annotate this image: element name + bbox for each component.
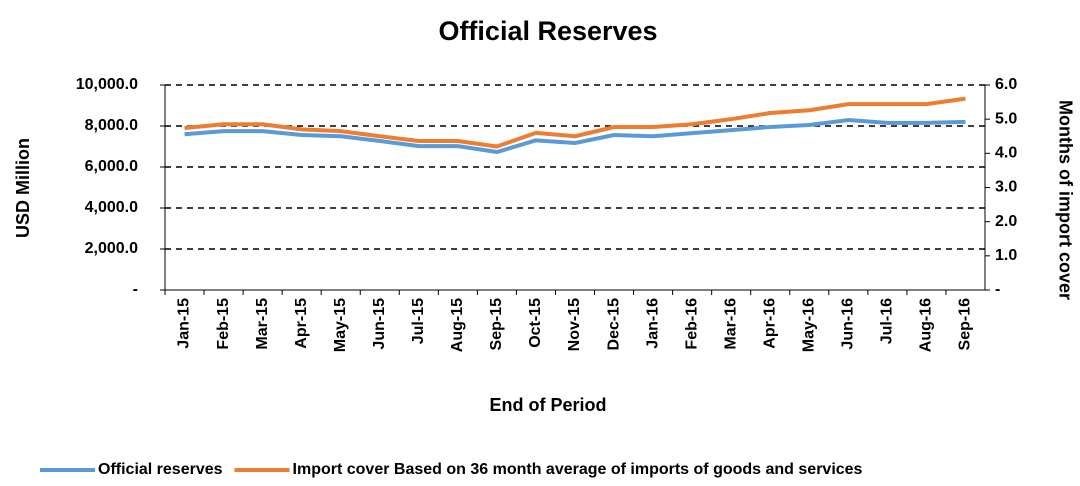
y-tick-label: 4,000.0 xyxy=(85,199,138,216)
x-tick-label: Nov-15 xyxy=(566,298,583,351)
x-tick-label: Jan-16 xyxy=(644,298,661,349)
y2-tick-label: 5.0 xyxy=(995,110,1017,127)
legend-label: Official reserves xyxy=(98,461,223,478)
x-tick-label: Aug-16 xyxy=(918,298,935,352)
x-tick-label: Jul-15 xyxy=(410,298,427,344)
y2-axis-title: Months of import cover xyxy=(1055,100,1075,300)
x-tick-label: Aug-15 xyxy=(449,298,466,352)
x-tick-label: Jun-15 xyxy=(371,298,388,350)
legend-label: Import cover Based on 36 month average o… xyxy=(293,461,863,478)
y-tick-label: 6,000.0 xyxy=(85,158,138,175)
y-tick-label: 8,000.0 xyxy=(85,117,138,134)
x-tick-label: May-16 xyxy=(801,298,818,352)
chart-title: Official Reserves xyxy=(438,16,657,46)
y2-tick-label: 4.0 xyxy=(995,145,1017,162)
x-tick-label: Jul-16 xyxy=(879,298,896,344)
x-tick-label: Sep-16 xyxy=(957,298,974,351)
y2-tick-label: 6.0 xyxy=(995,76,1017,93)
y-tick-label: 2,000.0 xyxy=(85,240,138,257)
series-line xyxy=(184,118,966,155)
y2-tick-label: - xyxy=(995,281,1000,298)
y2-tick-label: 2.0 xyxy=(995,213,1017,230)
x-tick-label: Jan-15 xyxy=(176,298,193,349)
x-tick-label: Mar-16 xyxy=(722,298,739,350)
x-tick-label: Oct-15 xyxy=(527,298,544,348)
x-tick-label: May-15 xyxy=(332,298,349,352)
x-tick-label: Feb-16 xyxy=(683,298,700,350)
y-axis-title: USD Million xyxy=(13,138,33,238)
x-tick-label: Apr-15 xyxy=(293,298,310,349)
y2-tick-label: 3.0 xyxy=(995,179,1017,196)
x-tick-label: Jun-16 xyxy=(840,298,857,350)
x-axis-title: End of Period xyxy=(490,395,607,415)
y-tick-label: 10,000.0 xyxy=(76,76,138,93)
x-tick-label: Apr-16 xyxy=(761,298,778,349)
series-line xyxy=(184,96,966,149)
y-tick-label: - xyxy=(133,281,138,298)
x-tick-label: Mar-15 xyxy=(254,298,271,350)
x-tick-label: Sep-15 xyxy=(488,298,505,351)
x-tick-label: Feb-15 xyxy=(215,298,232,350)
x-tick-label: Dec-15 xyxy=(605,298,622,351)
y2-tick-label: 1.0 xyxy=(995,247,1017,264)
